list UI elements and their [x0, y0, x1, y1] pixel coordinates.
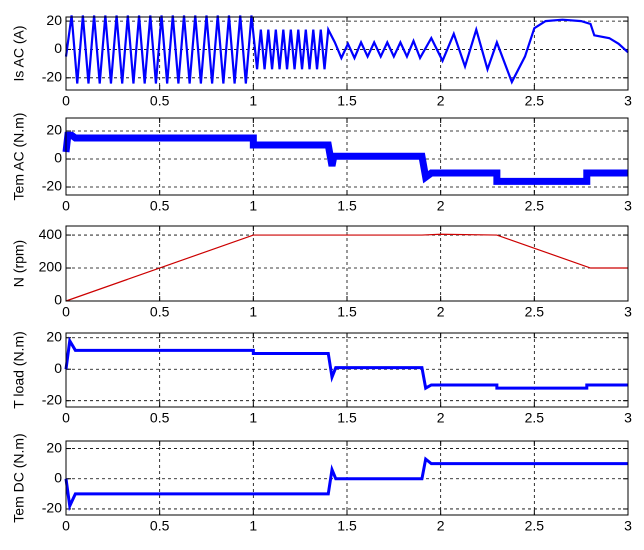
y-axis-label: Tem AC (N.m)	[11, 113, 27, 201]
y-tick-label: 0	[54, 469, 62, 485]
x-tick-label: 0	[62, 198, 70, 214]
y-axis-label: T load (N.m)	[11, 331, 27, 409]
x-tick-label: 0.5	[150, 93, 170, 109]
x-tick-label: 3	[624, 93, 632, 109]
x-tick-label: 0	[62, 410, 70, 426]
x-tick-label: 0.5	[150, 198, 170, 214]
trace	[64, 456, 628, 512]
plot-border	[65, 332, 629, 408]
x-tick-label: 2.5	[525, 198, 545, 214]
y-tick-label: 0	[54, 360, 62, 376]
x-tick-label: 2	[437, 518, 445, 534]
x-tick-label: 1.5	[337, 198, 357, 214]
y-tick-label: 20	[46, 328, 62, 344]
plot-border	[65, 440, 629, 516]
subplot: 0 0.5 1 1.5 2 2.5 3 0 200 400 N (rpm)	[11, 225, 632, 320]
x-tick-label: 3	[624, 410, 632, 426]
x-tick-label: 1	[249, 93, 257, 109]
x-tick-label: 0.5	[150, 410, 170, 426]
x-tick-label: 0	[62, 518, 70, 534]
y-tick-label: 20	[46, 439, 62, 455]
y-axis-label: N (rpm)	[11, 240, 27, 287]
x-tick-label: 0	[62, 304, 70, 320]
x-tick-label: 0.5	[150, 518, 170, 534]
plot-border	[65, 117, 629, 196]
x-tick-label: 2.5	[525, 518, 545, 534]
y-axis-label: Tem DC (N.m)	[11, 433, 27, 522]
x-tick-label: 2	[437, 198, 445, 214]
x-tick-label: 1	[249, 198, 257, 214]
x-tick-label: 1.5	[337, 518, 357, 534]
x-tick-label: 2	[437, 304, 445, 320]
y-tick-label: -20	[42, 178, 62, 194]
y-tick-label: -20	[42, 500, 62, 516]
x-tick-label: 1	[249, 518, 257, 534]
x-tick-label: 2	[437, 410, 445, 426]
trace	[62, 131, 628, 185]
y-tick-label: 0	[54, 150, 62, 166]
x-tick-label: 1.5	[337, 410, 357, 426]
x-tick-label: 0.5	[150, 304, 170, 320]
trace	[64, 15, 629, 85]
y-tick-label: 20	[46, 12, 62, 28]
y-tick-label: -20	[42, 391, 62, 407]
x-tick-label: 1	[249, 304, 257, 320]
y-tick-label: 200	[39, 259, 63, 275]
x-tick-label: 0	[62, 93, 70, 109]
y-tick-label: 20	[46, 122, 62, 138]
y-tick-label: 0	[54, 40, 62, 56]
x-tick-label: 1.5	[337, 93, 357, 109]
x-tick-label: 3	[624, 518, 632, 534]
y-axis-label: Is AC (A)	[11, 25, 27, 81]
x-tick-label: 2	[437, 93, 445, 109]
y-tick-label: -20	[42, 69, 62, 85]
x-tick-label: 3	[624, 198, 632, 214]
plot-border	[65, 225, 629, 302]
x-tick-label: 2.5	[525, 410, 545, 426]
x-tick-label: 1.5	[337, 304, 357, 320]
x-tick-label: 2.5	[525, 304, 545, 320]
y-tick-label: 0	[54, 292, 62, 308]
y-tick-label: 400	[39, 226, 63, 242]
trace	[65, 233, 628, 302]
plot-border	[65, 16, 629, 91]
x-tick-label: 3	[624, 304, 632, 320]
trace	[64, 336, 628, 391]
x-tick-label: 1	[249, 410, 257, 426]
x-tick-label: 2.5	[525, 93, 545, 109]
